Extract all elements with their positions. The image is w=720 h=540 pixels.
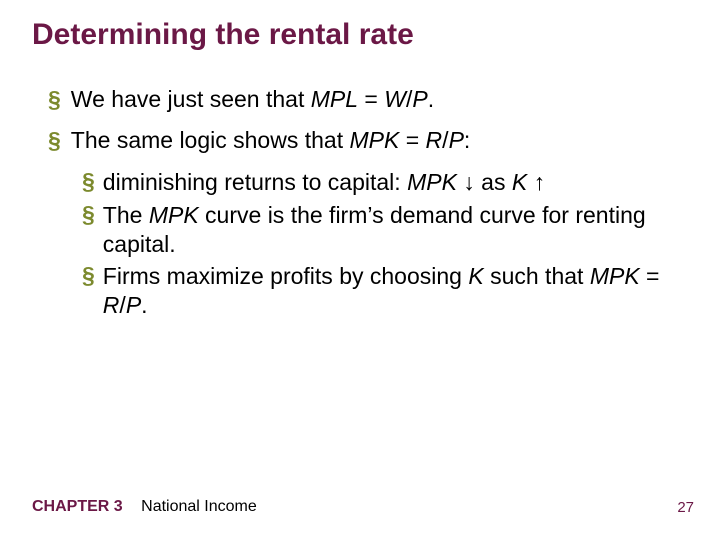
slide-title: Determining the rental rate bbox=[32, 18, 414, 52]
bullet-level-1: § The same logic shows that MPK = R/P: bbox=[48, 127, 680, 154]
bullet-icon: § bbox=[82, 201, 95, 228]
bullet-icon: § bbox=[82, 168, 95, 195]
bullet-text: diminishing returns to capital: MPK ↓ as… bbox=[103, 168, 680, 197]
bullet-icon: § bbox=[48, 86, 61, 113]
bullet-level-2: § diminishing returns to capital: MPK ↓ a… bbox=[82, 168, 680, 197]
bullet-level-2: § The MPK curve is the firm’s demand curv… bbox=[82, 201, 680, 259]
footer: CHAPTER 3 National Income bbox=[32, 498, 257, 516]
bullet-level-1: § We have just seen that MPL = W/P. bbox=[48, 86, 680, 113]
footer-chapter: CHAPTER 3 bbox=[32, 498, 123, 515]
bullet-text: We have just seen that MPL = W/P. bbox=[71, 86, 680, 113]
bullet-text: The same logic shows that MPK = R/P: bbox=[71, 127, 680, 154]
slide: Determining the rental rate § We have jus… bbox=[0, 0, 720, 540]
page-number: 27 bbox=[677, 499, 694, 516]
slide-content: § We have just seen that MPL = W/P. § The s… bbox=[48, 86, 680, 324]
bullet-text: Firms maximize profits by choosing K suc… bbox=[103, 262, 680, 320]
sub-bullet-list: § diminishing returns to capital: MPK ↓ a… bbox=[82, 168, 680, 320]
footer-title: National Income bbox=[141, 498, 257, 515]
bullet-icon: § bbox=[48, 127, 61, 154]
bullet-level-2: § Firms maximize profits by choosing K su… bbox=[82, 262, 680, 320]
bullet-icon: § bbox=[82, 262, 95, 289]
bullet-text: The MPK curve is the firm’s demand curve… bbox=[103, 201, 680, 259]
